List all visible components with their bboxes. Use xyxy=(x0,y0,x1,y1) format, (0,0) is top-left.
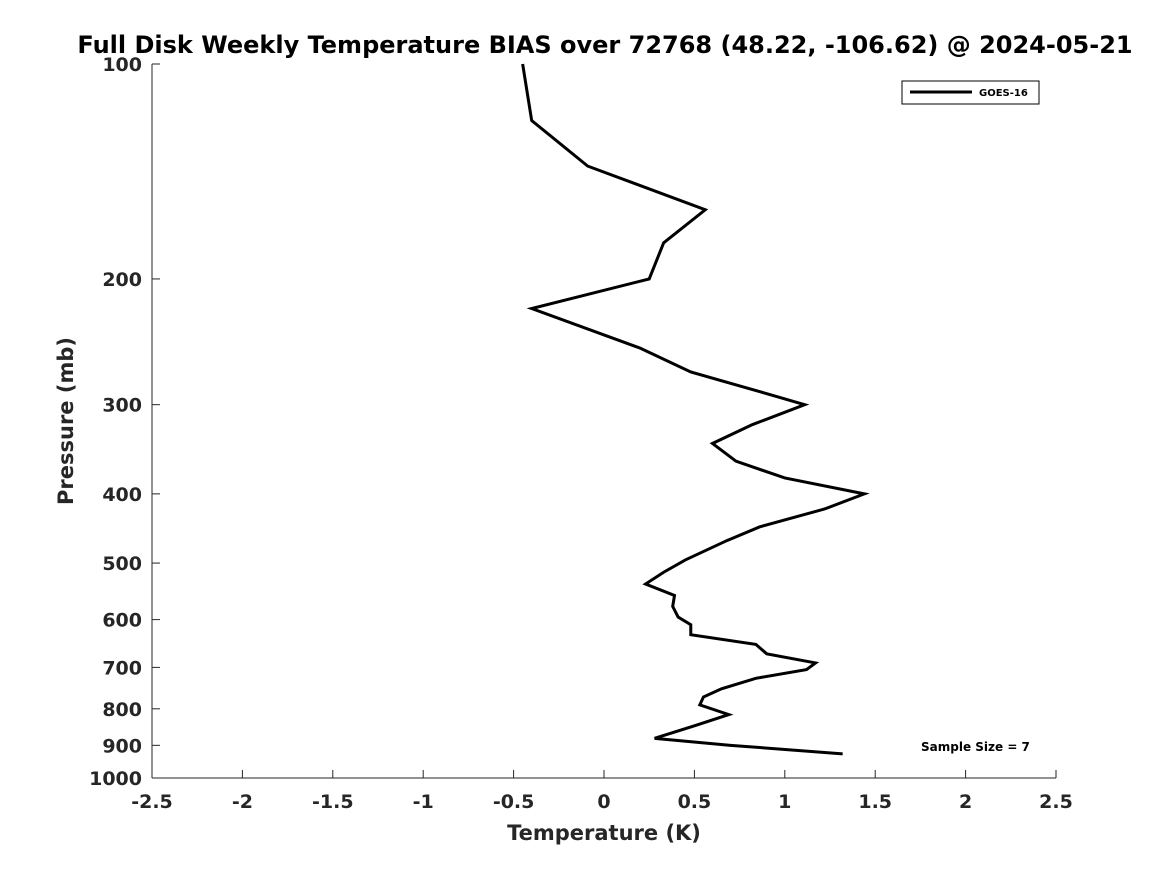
y-tick-label: 700 xyxy=(102,657,142,679)
y-tick-label: 1000 xyxy=(89,768,142,790)
y-tick-label: 500 xyxy=(102,553,142,575)
x-tick-label: -1 xyxy=(413,791,434,813)
legend: GOES-16 xyxy=(901,80,1040,105)
x-tick-label: 1.5 xyxy=(858,791,892,813)
sample-size-annotation: Sample Size = 7 xyxy=(921,740,1030,754)
x-tick-label: 1 xyxy=(778,791,791,813)
series-line-goes-16 xyxy=(521,63,870,756)
y-tick-label: 900 xyxy=(102,735,142,757)
x-axis: -2.5 -2 -1.5 -1 -0.5 0 0.5 1 1.5 2 2.5 xyxy=(131,770,1073,813)
series-layer xyxy=(521,63,870,756)
y-tick-label: 200 xyxy=(102,269,142,291)
y-axis: 100 200 300 400 500 600 700 800 900 1000 xyxy=(89,54,160,790)
y-tick-label: 600 xyxy=(102,610,142,632)
x-tick-label: 0 xyxy=(597,791,610,813)
x-tick-label: -2 xyxy=(232,791,253,813)
y-tick-label: 300 xyxy=(102,395,142,417)
x-tick-label: -0.5 xyxy=(493,791,535,813)
y-axis-label: Pressure (mb) xyxy=(54,337,78,505)
x-tick-label: 2.5 xyxy=(1039,791,1073,813)
x-axis-label: Temperature (K) xyxy=(507,821,701,845)
chart-title: Full Disk Weekly Temperature BIAS over 7… xyxy=(77,31,1132,59)
x-tick-label: 0.5 xyxy=(678,791,712,813)
y-tick-label: 800 xyxy=(102,699,142,721)
y-tick-label: 100 xyxy=(102,54,142,76)
x-tick-label: -1.5 xyxy=(312,791,354,813)
x-tick-label: -2.5 xyxy=(131,791,173,813)
x-tick-label: 2 xyxy=(959,791,972,813)
legend-entry-goes-16: GOES-16 xyxy=(979,88,1028,99)
y-tick-label: 400 xyxy=(102,484,142,506)
